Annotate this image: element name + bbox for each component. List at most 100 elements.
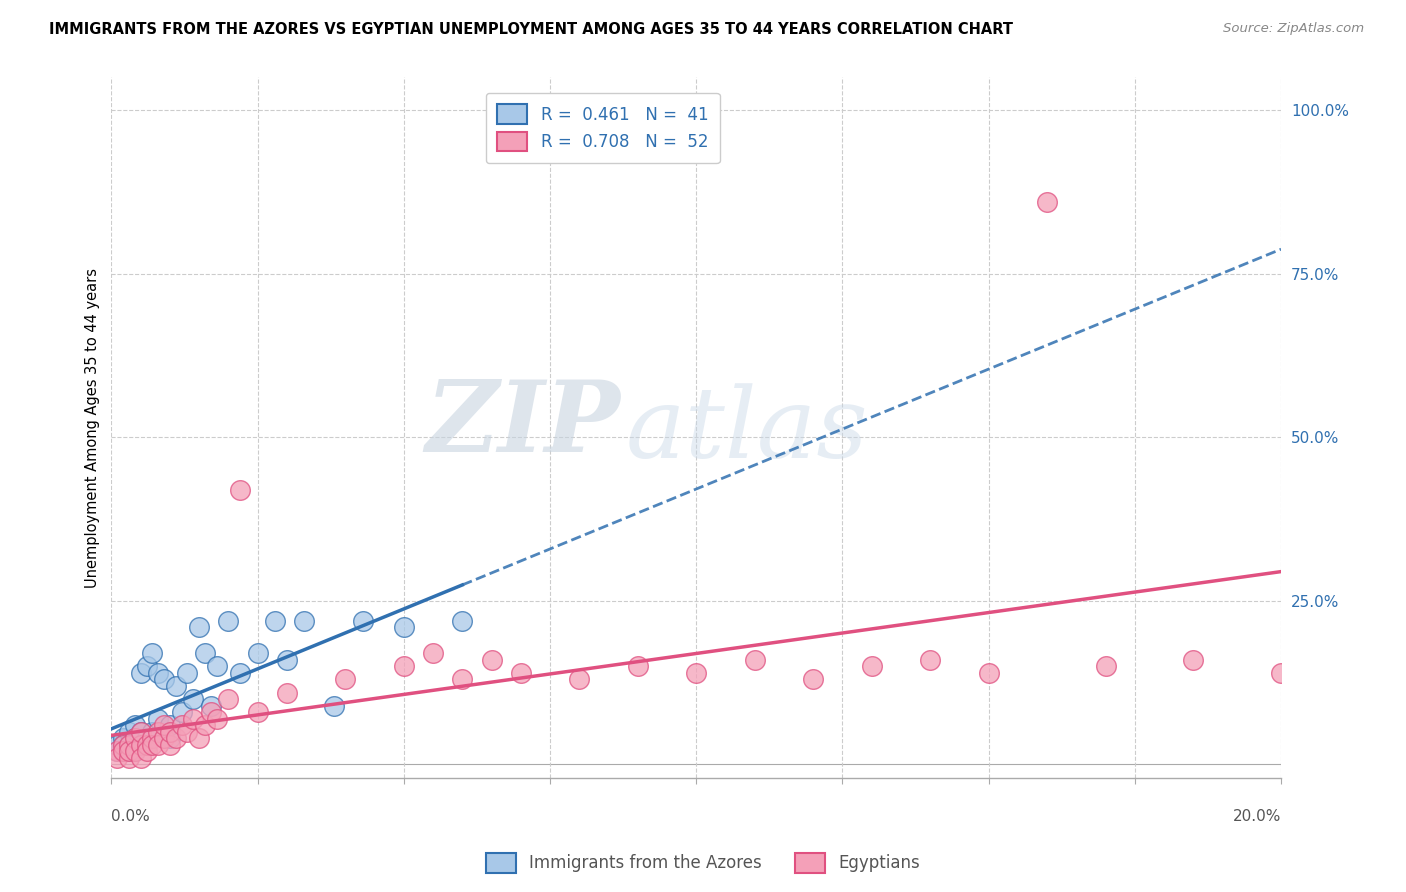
Point: [176, 724, 198, 739]
Point: [118, 738, 141, 752]
Point: [135, 731, 157, 746]
Point: [153, 718, 176, 732]
Point: [148, 665, 170, 680]
Point: [124, 731, 146, 746]
Point: [392, 659, 415, 673]
Point: [860, 659, 883, 673]
Point: [1036, 194, 1059, 209]
Point: [205, 712, 228, 726]
Point: [165, 679, 187, 693]
Point: [105, 744, 128, 758]
Point: [217, 614, 239, 628]
Point: [509, 665, 531, 680]
Point: [170, 718, 193, 732]
Point: [124, 731, 146, 746]
Y-axis label: Unemployment Among Ages 35 to 44 years: Unemployment Among Ages 35 to 44 years: [86, 268, 100, 588]
Point: [322, 698, 344, 713]
Point: [481, 653, 503, 667]
Point: [112, 738, 135, 752]
Point: [188, 620, 211, 634]
Point: [1270, 665, 1292, 680]
Point: [801, 673, 824, 687]
Point: [129, 665, 152, 680]
Point: [124, 744, 146, 758]
Point: [451, 673, 474, 687]
Text: atlas: atlas: [626, 384, 869, 479]
Point: [118, 738, 141, 752]
Point: [181, 712, 204, 726]
Point: [451, 614, 474, 628]
Point: [170, 705, 193, 719]
Point: [135, 744, 157, 758]
Point: [153, 731, 176, 746]
Point: [159, 718, 181, 732]
Text: 20.0%: 20.0%: [1233, 809, 1281, 824]
Point: [422, 646, 444, 660]
Point: [246, 705, 269, 719]
Point: [205, 659, 228, 673]
Point: [112, 744, 135, 758]
Text: 0.0%: 0.0%: [111, 809, 150, 824]
Point: [246, 646, 269, 660]
Point: [148, 724, 170, 739]
Point: [112, 744, 135, 758]
Point: [105, 738, 128, 752]
Point: [229, 483, 252, 497]
Point: [217, 692, 239, 706]
Point: [159, 731, 181, 746]
Point: [148, 712, 170, 726]
Point: [229, 665, 252, 680]
Point: [118, 744, 141, 758]
Point: [118, 724, 141, 739]
Point: [1094, 659, 1116, 673]
Point: [124, 718, 146, 732]
Point: [153, 673, 176, 687]
Point: [141, 646, 163, 660]
Point: [744, 653, 766, 667]
Point: [392, 620, 415, 634]
Point: [129, 738, 152, 752]
Point: [118, 751, 141, 765]
Point: [1182, 653, 1205, 667]
Point: [176, 665, 198, 680]
Point: [568, 673, 591, 687]
Point: [135, 738, 157, 752]
Point: [159, 738, 181, 752]
Text: IMMIGRANTS FROM THE AZORES VS EGYPTIAN UNEMPLOYMENT AMONG AGES 35 TO 44 YEARS CO: IMMIGRANTS FROM THE AZORES VS EGYPTIAN U…: [49, 22, 1014, 37]
Point: [276, 653, 298, 667]
Point: [200, 698, 222, 713]
Point: [920, 653, 942, 667]
Point: [194, 646, 217, 660]
Text: Source: ZipAtlas.com: Source: ZipAtlas.com: [1223, 22, 1364, 36]
Point: [124, 744, 146, 758]
Point: [148, 738, 170, 752]
Point: [105, 744, 128, 758]
Point: [685, 665, 707, 680]
Legend: R =  0.461   N =  41, R =  0.708   N =  52: R = 0.461 N = 41, R = 0.708 N = 52: [485, 93, 720, 163]
Point: [352, 614, 374, 628]
Point: [159, 724, 181, 739]
Point: [141, 738, 163, 752]
Text: ZIP: ZIP: [425, 376, 620, 472]
Point: [181, 692, 204, 706]
Point: [294, 614, 316, 628]
Point: [188, 731, 211, 746]
Point: [977, 665, 1000, 680]
Point: [129, 738, 152, 752]
Point: [141, 724, 163, 739]
Point: [112, 738, 135, 752]
Point: [335, 673, 357, 687]
Point: [264, 614, 287, 628]
Point: [627, 659, 650, 673]
Legend: Immigrants from the Azores, Egyptians: Immigrants from the Azores, Egyptians: [479, 847, 927, 880]
Point: [118, 744, 141, 758]
Point: [112, 731, 135, 746]
Point: [135, 659, 157, 673]
Point: [141, 731, 163, 746]
Point: [129, 724, 152, 739]
Point: [276, 685, 298, 699]
Point: [129, 724, 152, 739]
Point: [194, 718, 217, 732]
Point: [105, 751, 128, 765]
Point: [165, 731, 187, 746]
